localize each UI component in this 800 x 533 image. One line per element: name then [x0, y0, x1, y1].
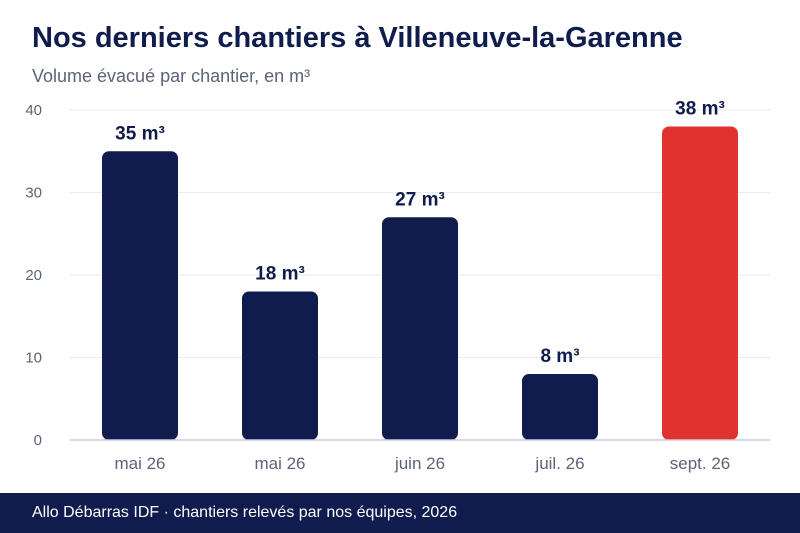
- bar-value-label: 38 m³: [675, 99, 725, 120]
- x-axis-ticks: mai 26 mai 26 juin 26 juil. 26 sept. 26: [114, 454, 730, 473]
- x-tick-label: mai 26: [254, 454, 305, 473]
- footer-source-text: Allo Débarras IDF · chantiers relevés pa…: [32, 504, 458, 521]
- data-labels: 35 m³ 18 m³ 27 m³ 8 m³ 38 m³: [115, 99, 725, 368]
- x-tick-label: juil. 26: [534, 454, 584, 473]
- bar-value-label: 18 m³: [255, 264, 305, 285]
- chart-title: Nos derniers chantiers à Villeneuve-la-G…: [32, 22, 683, 54]
- y-tick-label: 10: [25, 350, 42, 367]
- y-tick-label: 30: [25, 185, 42, 202]
- footer-bar: Allo Débarras IDF · chantiers relevés pa…: [0, 493, 800, 533]
- y-tick-label: 20: [25, 267, 42, 284]
- bar-value-label: 35 m³: [115, 123, 165, 144]
- bar: [382, 217, 458, 440]
- bar-value-label: 27 m³: [395, 189, 445, 210]
- bars: [102, 126, 738, 440]
- bar-chart: 0 10 20 30 40 35 m³ 18 m³ 27 m³ 8 m³ 38 m³ mai 2…: [25, 99, 770, 473]
- bar: [522, 374, 598, 440]
- x-tick-label: sept. 26: [670, 454, 731, 473]
- bar: [102, 151, 178, 440]
- y-tick-label: 0: [34, 432, 42, 449]
- y-tick-label: 40: [25, 102, 42, 119]
- chart-subtitle: Volume évacué par chantier, en m³: [32, 66, 311, 86]
- x-tick-label: juin 26: [394, 454, 445, 473]
- x-tick-label: mai 26: [114, 454, 165, 473]
- bar: [242, 291, 318, 440]
- y-axis-ticks: 0 10 20 30 40: [25, 102, 42, 449]
- bar: [662, 126, 738, 440]
- bar-value-label: 8 m³: [540, 346, 579, 367]
